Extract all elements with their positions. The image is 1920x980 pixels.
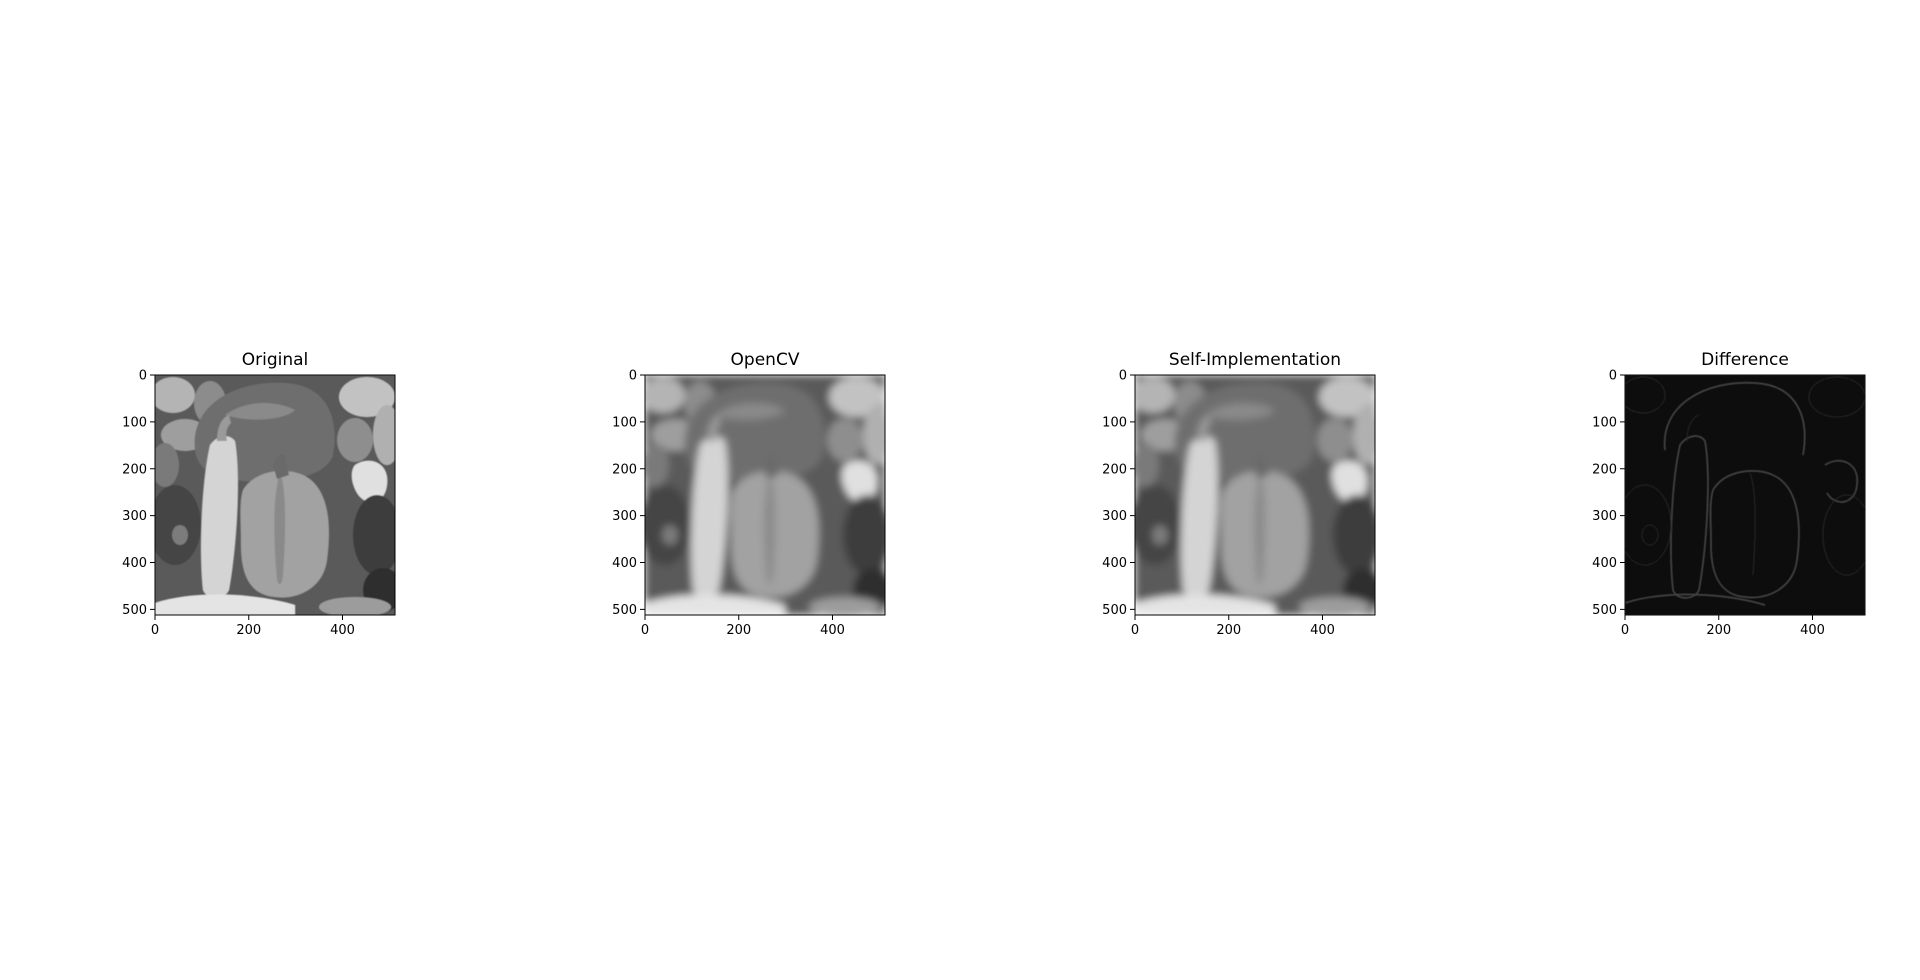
y-tick-label: 500 [1592,603,1617,618]
panel-image [1625,375,1865,615]
y-tick-label: 0 [1119,369,1127,384]
y-tick-label: 400 [122,556,147,571]
x-tick-label: 0 [1131,623,1139,638]
axes-frame [1134,374,1376,616]
panel-title: Self-Implementation [1169,350,1341,370]
y-tick-label: 0 [629,369,637,384]
panel-title: Difference [1701,350,1789,370]
y-tick-label: 100 [1102,415,1127,430]
y-tick-label: 400 [1592,556,1617,571]
y-tick-label: 200 [612,462,637,477]
y-tick-label: 200 [1592,462,1617,477]
y-tick-label: 500 [122,603,147,618]
y-tick-label: 400 [612,556,637,571]
panel-4: Difference 0 200 400 0 100 200 300 400 500 [1592,350,1866,638]
y-tick-label: 500 [1102,603,1127,618]
panel-2: OpenCV 0 200 400 0 100 200 300 400 500 [612,350,886,638]
x-tick-label: 400 [330,623,355,638]
y-tick-label: 300 [1102,509,1127,524]
axes-frame [644,374,886,616]
y-tick-label: 100 [122,415,147,430]
panel-title: OpenCV [731,350,800,370]
x-tick-label: 0 [151,623,159,638]
axes-frame [1624,374,1866,616]
panel-1: Original 0 200 400 0 100 200 300 400 500 [122,350,396,638]
panel-title: Original [242,350,309,370]
panel-3: Self-Implementation 0 200 400 0 100 200 300 400 5… [1102,350,1376,638]
y-tick-label: 400 [1102,556,1127,571]
x-tick-label: 200 [1706,623,1731,638]
x-tick-label: 0 [641,623,649,638]
y-tick-label: 300 [612,509,637,524]
x-tick-label: 200 [1216,623,1241,638]
x-tick-label: 400 [1800,623,1825,638]
y-tick-label: 200 [122,462,147,477]
y-tick-label: 0 [1609,369,1617,384]
y-tick-label: 300 [1592,509,1617,524]
y-tick-label: 100 [1592,415,1617,430]
x-tick-label: 200 [236,623,261,638]
panel-image [1135,375,1375,615]
x-tick-label: 0 [1621,623,1629,638]
y-tick-label: 300 [122,509,147,524]
y-tick-label: 500 [612,603,637,618]
y-tick-label: 0 [139,369,147,384]
panel-image [155,375,395,615]
x-tick-label: 400 [1310,623,1335,638]
axes-frame [154,374,396,616]
y-tick-label: 100 [612,415,637,430]
x-tick-label: 400 [820,623,845,638]
panel-image [645,375,885,615]
y-tick-label: 200 [1102,462,1127,477]
x-tick-label: 200 [726,623,751,638]
